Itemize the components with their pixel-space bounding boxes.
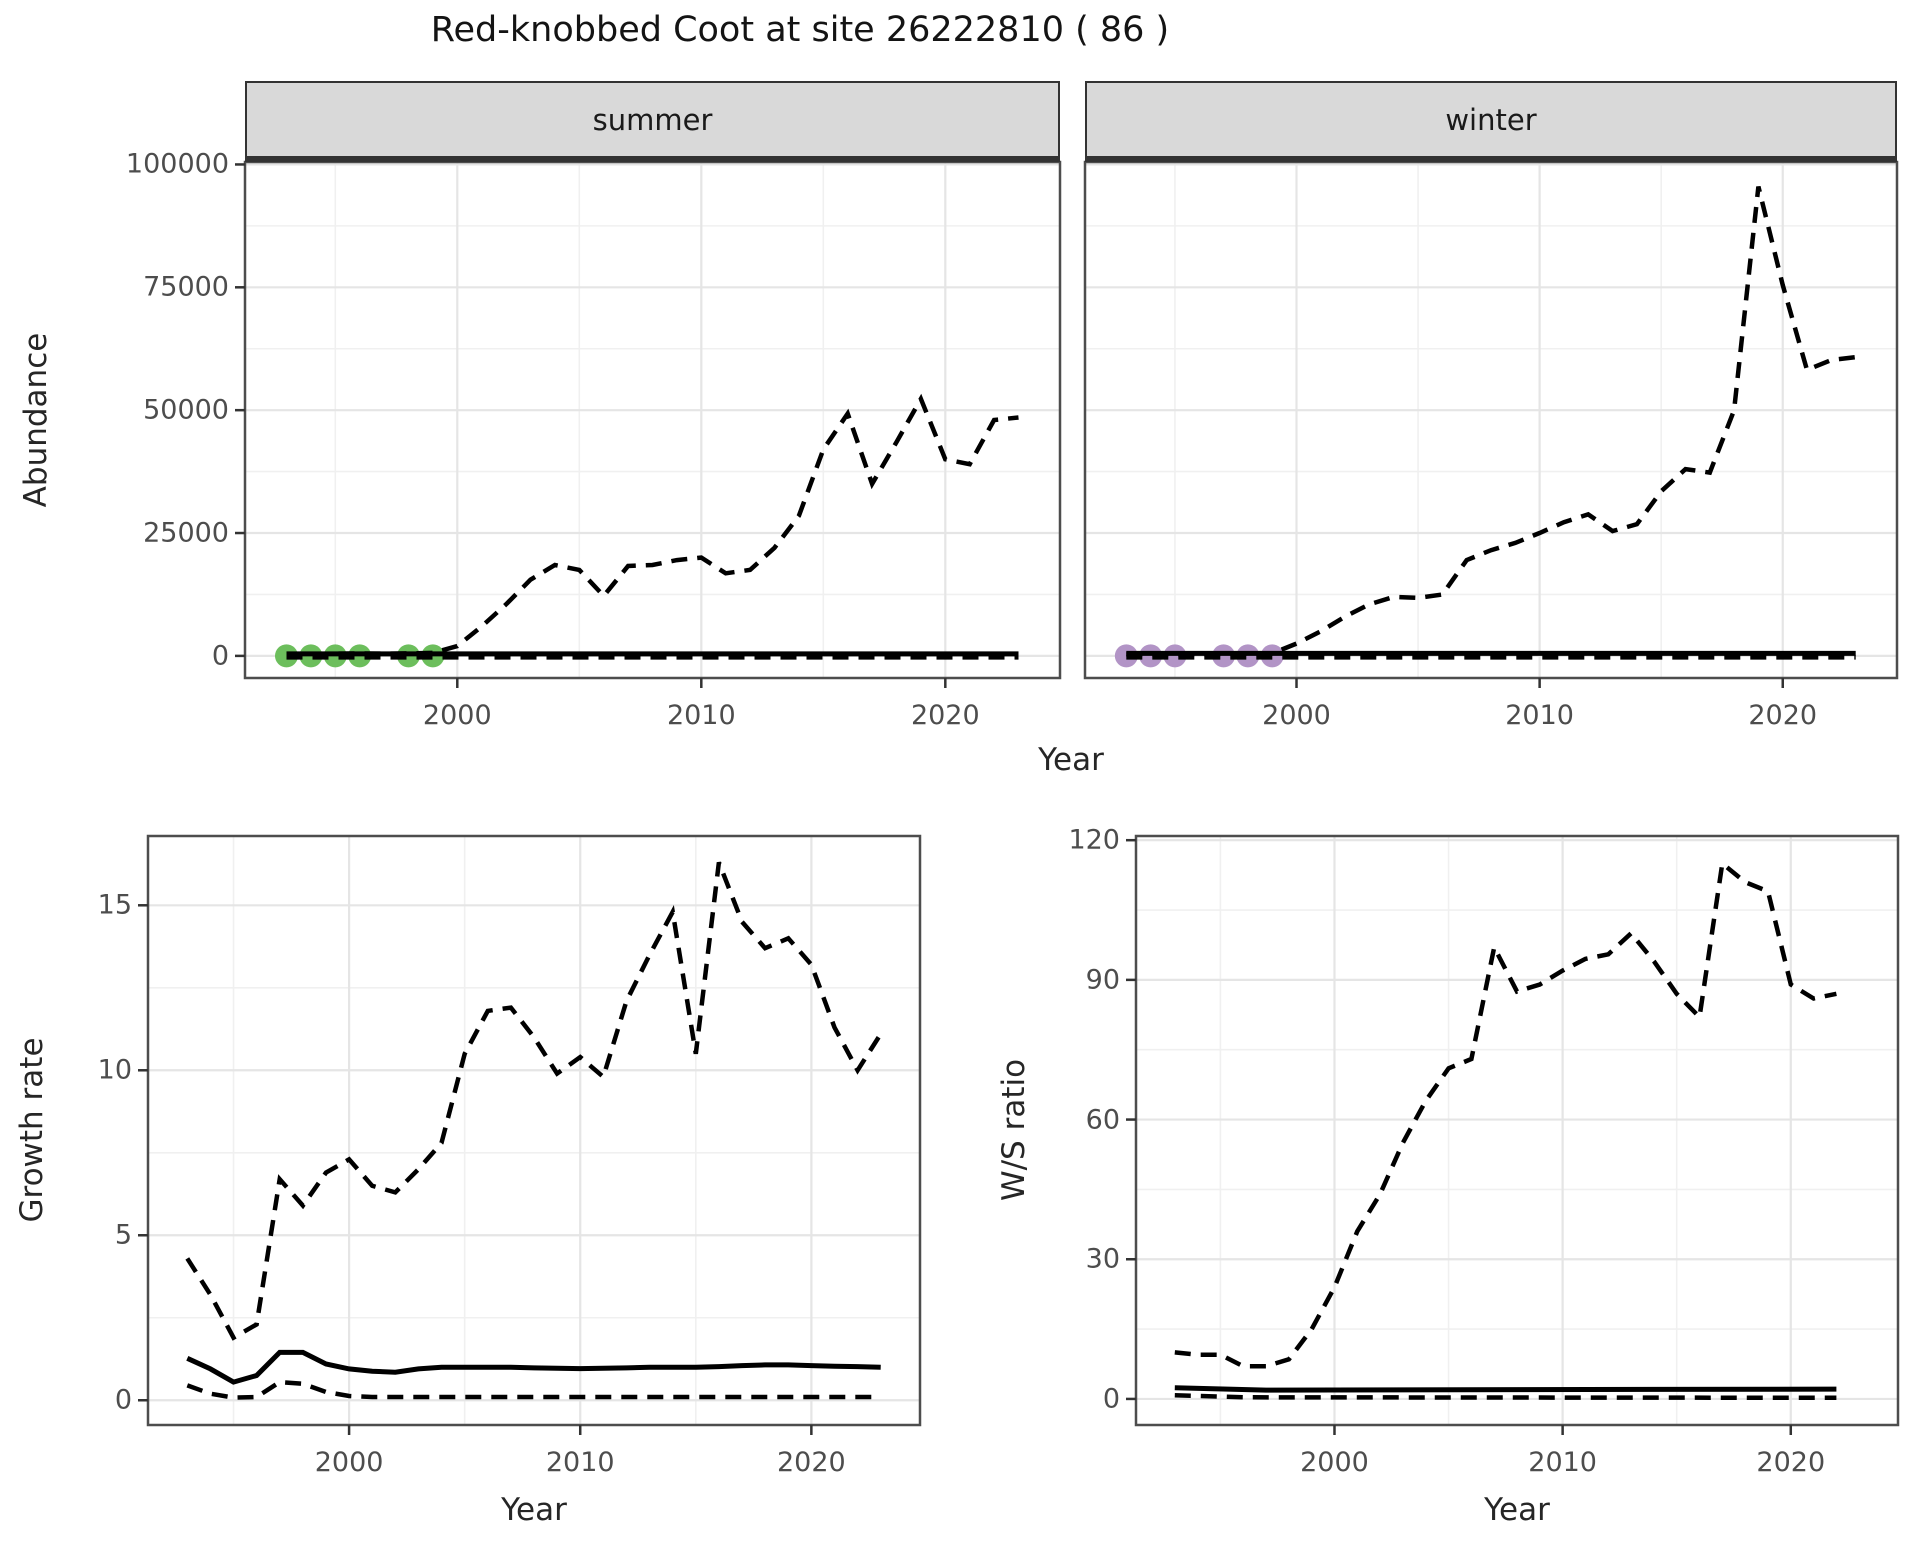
x-tick-label-abundance_summer: 2000 bbox=[422, 700, 492, 731]
y-tick-label-ws_ratio: 0 bbox=[1102, 1383, 1120, 1415]
x-tick-label-ws_ratio: 2020 bbox=[1756, 1447, 1826, 1478]
panel-border bbox=[146, 834, 922, 1427]
facet-strip-winter: winter bbox=[1085, 81, 1897, 162]
series-lower-ci bbox=[186, 1379, 881, 1400]
x-tick-label-abundance_summer: 2020 bbox=[910, 700, 980, 731]
x-tick-label-growth_rate: 2000 bbox=[314, 1447, 384, 1478]
series-upper-ci bbox=[185, 861, 883, 1341]
growth-year-axis-label: Year bbox=[501, 1492, 567, 1528]
panel-border bbox=[1083, 160, 1899, 680]
panel-border bbox=[243, 160, 1062, 680]
x-tick-label-growth_rate: 2020 bbox=[777, 1447, 846, 1478]
x-tick-label-abundance_winter: 2010 bbox=[1505, 700, 1574, 731]
series-upper-ci bbox=[286, 393, 1019, 657]
y-tick-label-abundance_summer: 25000 bbox=[143, 517, 229, 549]
series-upper-ci bbox=[1174, 859, 1837, 1369]
page-title: Red-knobbed Coot at site 26222810 ( 86 ) bbox=[430, 10, 1170, 50]
y-tick-label-abundance_summer: 0 bbox=[211, 640, 229, 672]
x-tick-label-abundance_winter: 2000 bbox=[1262, 700, 1331, 731]
y-tick-label-growth_rate: 0 bbox=[114, 1384, 132, 1416]
series-median bbox=[186, 1349, 881, 1385]
series-median bbox=[1174, 1385, 1837, 1393]
x-tick-label-ws_ratio: 2010 bbox=[1528, 1447, 1597, 1478]
y-tick-label-ws_ratio: 60 bbox=[1085, 1104, 1120, 1136]
panel-abundance_winter bbox=[1083, 160, 1899, 688]
x-tick-label-ws_ratio: 2000 bbox=[1300, 1447, 1369, 1478]
abundance-axis-label: Abundance bbox=[18, 332, 54, 508]
facet-strip-summer-label: summer bbox=[592, 102, 713, 137]
y-tick-label-abundance_summer: 75000 bbox=[143, 271, 229, 303]
y-tick-label-growth_rate: 5 bbox=[114, 1219, 132, 1251]
series-upper-ci bbox=[1126, 186, 1856, 657]
y-tick-label-growth_rate: 10 bbox=[97, 1054, 132, 1086]
panel-abundance_summer bbox=[235, 160, 1062, 688]
x-tick-label-growth_rate: 2010 bbox=[545, 1447, 615, 1478]
top-year-axis-label: Year bbox=[1038, 742, 1104, 778]
y-tick-label-ws_ratio: 90 bbox=[1085, 964, 1120, 996]
panel-border bbox=[1134, 834, 1900, 1427]
panel-ws_ratio bbox=[1126, 834, 1900, 1435]
y-tick-label-ws_ratio: 120 bbox=[1068, 824, 1120, 856]
x-tick-label-abundance_winter: 2020 bbox=[1748, 700, 1818, 731]
panel-growth_rate bbox=[138, 834, 922, 1435]
y-tick-label-ws_ratio: 30 bbox=[1085, 1243, 1120, 1275]
ws-ratio-axis-label: W/S ratio bbox=[996, 1058, 1032, 1202]
y-tick-label-growth_rate: 15 bbox=[97, 889, 132, 921]
facet-strip-winter-label: winter bbox=[1445, 102, 1537, 137]
data-point-observed-points bbox=[274, 644, 298, 668]
series-lower-ci bbox=[1174, 1392, 1837, 1401]
y-tick-label-abundance_summer: 100000 bbox=[125, 148, 229, 180]
growth-rate-axis-label: Growth rate bbox=[14, 1037, 50, 1223]
x-tick-label-abundance_summer: 2010 bbox=[666, 700, 736, 731]
ws-year-axis-label: Year bbox=[1484, 1492, 1550, 1528]
y-tick-label-abundance_summer: 50000 bbox=[143, 394, 229, 426]
facet-strip-summer: summer bbox=[245, 81, 1060, 162]
